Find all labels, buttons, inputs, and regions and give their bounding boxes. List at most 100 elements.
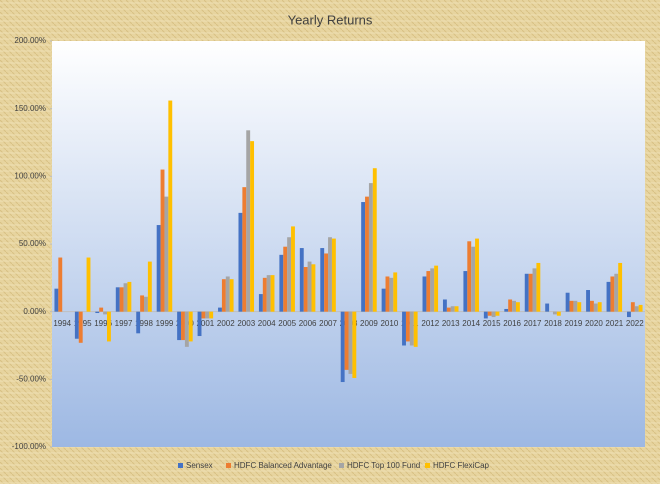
bar xyxy=(246,130,251,312)
bar xyxy=(495,311,500,316)
bar xyxy=(229,279,234,312)
bar xyxy=(218,307,222,312)
bar xyxy=(426,271,431,312)
x-tick-label: 2022 xyxy=(626,319,644,328)
bar xyxy=(144,296,148,312)
bar xyxy=(147,261,152,312)
plot-area xyxy=(52,41,645,447)
legend-swatch xyxy=(425,463,430,468)
legend-label: HDFC FlexiCap xyxy=(433,461,490,470)
bar xyxy=(188,311,193,342)
bar xyxy=(365,196,369,312)
bar xyxy=(434,265,439,312)
y-tick-label: 150.00% xyxy=(14,104,46,113)
bar xyxy=(242,187,247,312)
bar xyxy=(127,281,132,312)
bar xyxy=(348,311,353,374)
bar xyxy=(107,311,111,342)
y-tick-label: -50.00% xyxy=(16,374,46,383)
x-tick-label: 1995 xyxy=(74,319,92,328)
bar xyxy=(331,238,336,312)
bar xyxy=(250,141,255,312)
x-tick-label: 2002 xyxy=(217,319,235,328)
bar xyxy=(586,290,590,312)
bar xyxy=(524,273,529,312)
legend-label: Sensex xyxy=(186,461,213,470)
bar xyxy=(442,299,447,312)
bar xyxy=(368,183,373,312)
bar xyxy=(413,311,418,347)
y-tick-label: 0.00% xyxy=(23,307,46,316)
bar xyxy=(405,311,410,342)
bar xyxy=(74,311,79,339)
bar xyxy=(614,273,619,312)
bar xyxy=(638,304,643,312)
bar xyxy=(291,226,295,312)
bar xyxy=(115,287,120,312)
bar xyxy=(238,212,243,312)
x-tick-label: 1994 xyxy=(53,319,71,328)
bar xyxy=(201,311,206,319)
bar xyxy=(136,311,141,334)
bar xyxy=(552,311,557,315)
bar xyxy=(471,246,476,312)
bar xyxy=(536,262,541,312)
x-tick-label: 1997 xyxy=(115,319,133,328)
bar xyxy=(86,257,91,312)
x-tick-label: 2017 xyxy=(524,319,542,328)
bar xyxy=(528,273,533,312)
x-tick-label: 2006 xyxy=(299,319,317,328)
y-tick-label: 50.00% xyxy=(19,239,46,248)
x-tick-label: 1999 xyxy=(156,319,174,328)
bar xyxy=(393,272,398,312)
bar xyxy=(99,307,104,312)
x-tick-label: 2019 xyxy=(565,319,583,328)
bar xyxy=(573,300,578,312)
y-tick-label: -100.00% xyxy=(12,442,46,451)
bar xyxy=(402,311,406,346)
legend-label: HDFC Balanced Advantage xyxy=(234,461,332,470)
x-tick-label: 2010 xyxy=(380,319,398,328)
bar xyxy=(569,300,574,312)
x-tick-label: 1998 xyxy=(135,319,153,328)
bar xyxy=(597,302,602,312)
bar xyxy=(164,196,169,312)
bar xyxy=(467,241,472,312)
x-tick-label: 2015 xyxy=(483,319,501,328)
bar xyxy=(487,311,492,316)
bar xyxy=(372,168,377,312)
bar xyxy=(262,277,267,312)
bar xyxy=(324,253,329,312)
bar xyxy=(344,311,349,370)
bar xyxy=(320,248,325,312)
bar xyxy=(630,302,635,312)
x-tick-label: 2016 xyxy=(503,319,521,328)
bar xyxy=(361,202,366,312)
x-tick-label: 2013 xyxy=(442,319,460,328)
bar xyxy=(258,294,263,312)
x-tick-label: 2018 xyxy=(544,319,562,328)
x-tick-label: 2020 xyxy=(585,319,603,328)
legend-swatch xyxy=(226,463,231,468)
bar xyxy=(168,100,173,312)
bar xyxy=(177,311,182,341)
bar xyxy=(266,275,271,312)
bar xyxy=(504,308,509,312)
bar xyxy=(225,276,230,312)
x-tick-label: 2004 xyxy=(258,319,276,328)
bar xyxy=(205,311,210,319)
bar xyxy=(545,303,550,312)
bar xyxy=(156,225,161,312)
bar xyxy=(475,238,479,312)
bar xyxy=(634,306,639,312)
bar xyxy=(593,303,598,312)
bar xyxy=(589,300,594,312)
legend-label: HDFC Top 100 Fund xyxy=(347,461,420,470)
bar xyxy=(181,311,185,341)
bar xyxy=(532,268,537,312)
x-tick-label: 2012 xyxy=(421,319,439,328)
bar xyxy=(54,288,59,312)
bar xyxy=(279,254,284,312)
x-tick-label: 2001 xyxy=(196,319,214,328)
